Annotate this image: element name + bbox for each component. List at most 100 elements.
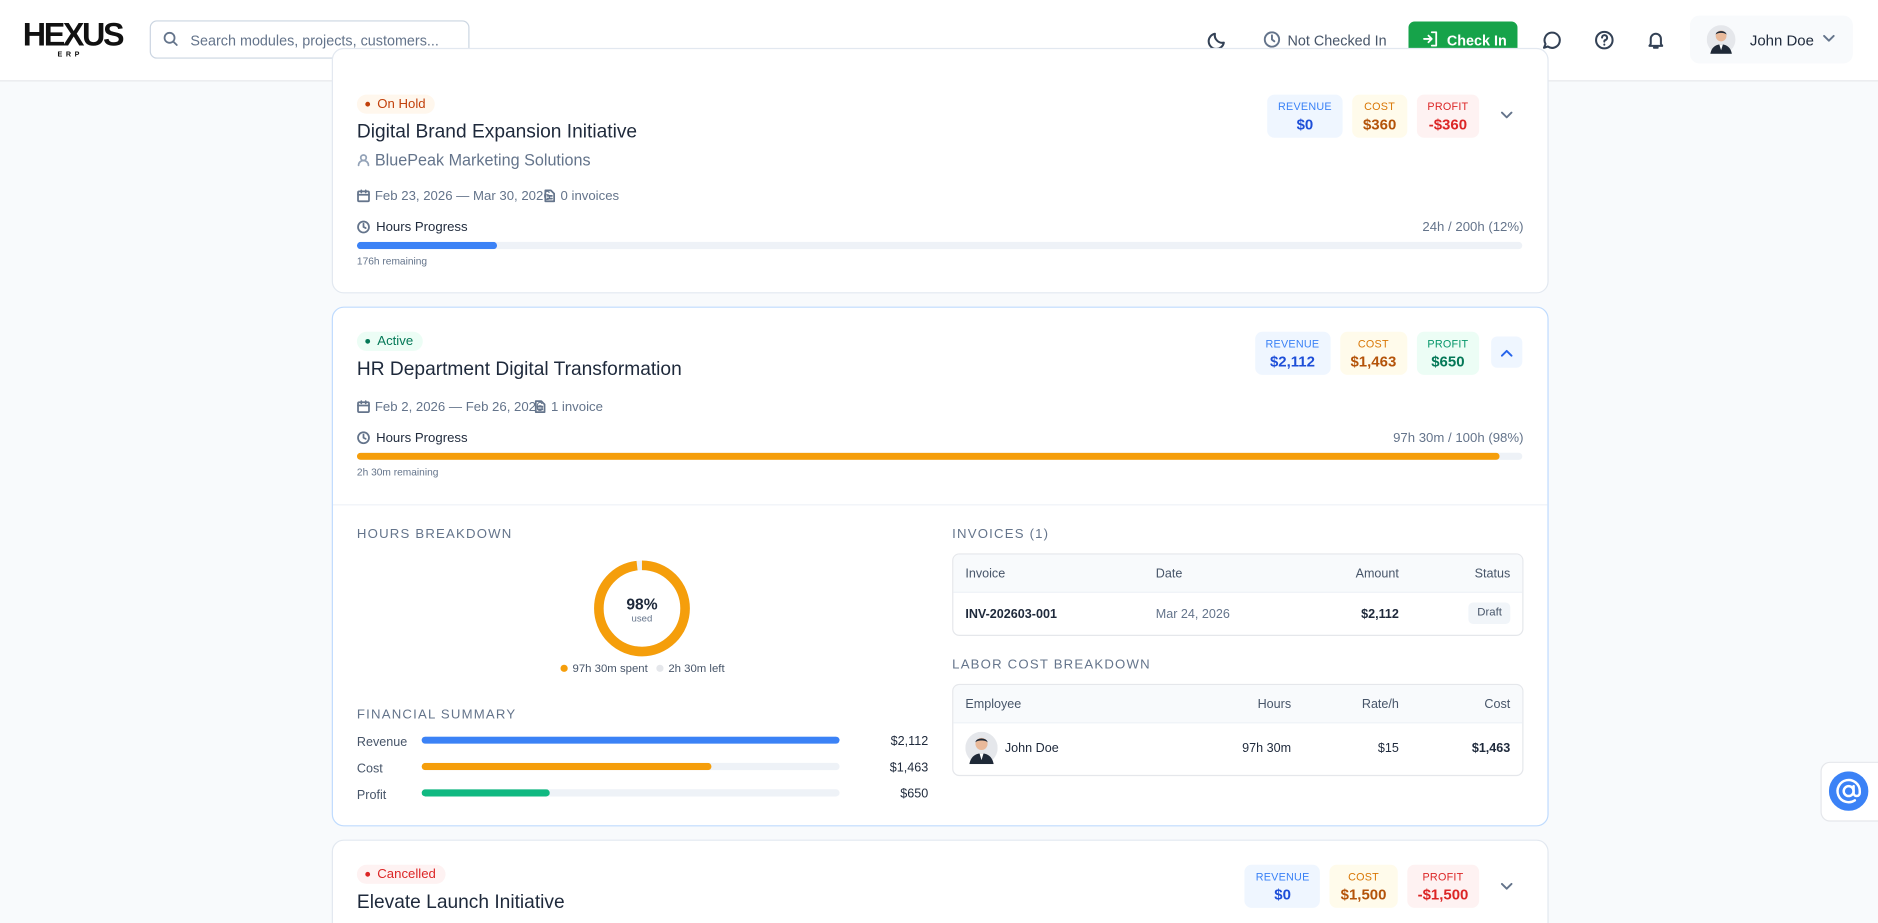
employee-hours: 97h 30m bbox=[1242, 741, 1292, 756]
metric-label: COST bbox=[1348, 870, 1380, 883]
metric-label: COST bbox=[1364, 100, 1396, 112]
invoice-date: Mar 24, 2026 bbox=[1155, 607, 1230, 622]
revenue-badge: REVENUE $0 bbox=[1267, 94, 1343, 138]
table-header bbox=[953, 685, 1523, 724]
section-title: FINANCIAL SUMMARY bbox=[356, 707, 517, 723]
column-header: Cost bbox=[1484, 697, 1511, 712]
metric-label: REVENUE bbox=[1255, 870, 1310, 883]
mention-button[interactable] bbox=[1828, 771, 1869, 811]
legend-swatch bbox=[656, 664, 664, 672]
profit-badge: PROFIT -$360 bbox=[1416, 94, 1480, 138]
notifications-icon[interactable] bbox=[1646, 30, 1666, 50]
fin-label: Cost bbox=[356, 761, 383, 777]
revenue-badge: REVENUE $2,112 bbox=[1254, 331, 1331, 375]
user-chevron bbox=[1823, 34, 1835, 42]
column-header: Hours bbox=[1257, 697, 1292, 712]
profit-badge: PROFIT $650 bbox=[1416, 331, 1480, 375]
metric-value: -$1,500 bbox=[1417, 885, 1469, 903]
metrics: REVENUE $2,112 COST $1,463 PROFIT $650 bbox=[1254, 331, 1480, 375]
fin-bar bbox=[421, 762, 712, 771]
user-name[interactable]: John Doe bbox=[1749, 32, 1814, 50]
fin-track bbox=[421, 789, 840, 797]
donut-caption: used bbox=[631, 613, 653, 625]
project-card[interactable]: Active HR Department Digital Transformat… bbox=[331, 306, 1549, 827]
metric-label: PROFIT bbox=[1427, 100, 1469, 112]
invoice-icon bbox=[544, 189, 556, 203]
messages-icon[interactable] bbox=[1541, 30, 1561, 50]
logo-sub: ERP bbox=[57, 51, 84, 59]
progress-track bbox=[356, 241, 1523, 250]
donut-arc bbox=[594, 560, 690, 657]
cost-badge: COST $1,463 bbox=[1339, 331, 1408, 375]
legend-left: 2h 30m left bbox=[668, 662, 725, 676]
section-title: HOURS BREAKDOWN bbox=[356, 526, 513, 542]
calendar-icon bbox=[357, 400, 370, 413]
hours-label: Hours Progress bbox=[376, 431, 468, 446]
metric-label: COST bbox=[1357, 337, 1389, 350]
employee-avatar bbox=[965, 731, 998, 765]
fin-bar bbox=[421, 736, 840, 744]
profit-badge: PROFIT -$1,500 bbox=[1406, 864, 1480, 908]
fin-value: $2,112 bbox=[890, 734, 929, 749]
employee-rate: $15 bbox=[1377, 741, 1399, 756]
column-header: Date bbox=[1155, 566, 1183, 581]
project-title: HR Department Digital Transformation bbox=[356, 359, 682, 380]
metric-label: REVENUE bbox=[1278, 100, 1332, 112]
section-title: INVOICES (1) bbox=[952, 526, 1050, 542]
metric-value: $2,112 bbox=[1269, 352, 1315, 370]
status-pill: Cancelled bbox=[356, 864, 446, 884]
employee-name: John Doe bbox=[1004, 741, 1059, 756]
hours-remaining: 2h 30m remaining bbox=[356, 465, 439, 478]
revenue-badge: REVENUE $0 bbox=[1244, 864, 1321, 908]
check-in-label[interactable]: Check In bbox=[1446, 32, 1507, 50]
column-header: Amount bbox=[1355, 566, 1399, 581]
client-icon bbox=[357, 154, 370, 167]
expand-button[interactable] bbox=[1500, 882, 1513, 891]
invoice-number[interactable]: INV-202603-001 bbox=[965, 607, 1057, 622]
column-header: Employee bbox=[965, 697, 1022, 712]
hours-summary: 24h / 200h (12%) bbox=[1422, 220, 1524, 235]
metric-value: $0 bbox=[1274, 885, 1291, 903]
legend-swatch bbox=[560, 664, 568, 672]
metric-value: -$360 bbox=[1428, 115, 1468, 133]
metrics: REVENUE $0 COST $360 PROFIT -$360 bbox=[1267, 94, 1480, 138]
check-status: Not Checked In bbox=[1287, 32, 1387, 50]
user-avatar bbox=[1706, 25, 1736, 54]
hours-summary: 97h 30m / 100h (98%) bbox=[1393, 431, 1524, 446]
metric-value: $1,500 bbox=[1340, 885, 1387, 903]
fin-track bbox=[421, 762, 840, 771]
clock-icon bbox=[1263, 31, 1281, 48]
project-card[interactable]: Cancelled Elevate Launch Initiative REVE… bbox=[331, 839, 1549, 923]
legend-spent: 97h 30m spent bbox=[572, 662, 648, 676]
client-name: BluePeak Marketing Solutions bbox=[374, 150, 591, 169]
dates: Feb 23, 2026 — Mar 30, 2026 bbox=[374, 189, 551, 204]
help-icon[interactable] bbox=[1594, 30, 1614, 50]
fin-track bbox=[421, 736, 840, 744]
clock-icon bbox=[357, 431, 370, 445]
invoice-status: Draft bbox=[1468, 602, 1511, 624]
status-pill: Active bbox=[356, 331, 423, 351]
donut-chart bbox=[594, 560, 690, 657]
invoice-amount: $2,112 bbox=[1361, 607, 1399, 622]
column-header: Status bbox=[1474, 566, 1511, 581]
donut-percent: 98% bbox=[626, 595, 658, 614]
section-title: LABOR COST BREAKDOWN bbox=[952, 657, 1151, 672]
expand-button[interactable] bbox=[1500, 111, 1513, 119]
project-card[interactable]: On Hold Digital Brand Expansion Initiati… bbox=[331, 47, 1549, 294]
metric-value: $0 bbox=[1296, 115, 1314, 133]
project-title: Elevate Launch Initiative bbox=[356, 892, 565, 913]
progress-track bbox=[356, 452, 1523, 460]
search-placeholder: Search modules, projects, customers... bbox=[190, 32, 439, 50]
dates: Feb 2, 2026 — Feb 26, 2026 bbox=[374, 400, 544, 415]
invoice-table: Invoice Date Amount Status INV-202603-00… bbox=[952, 553, 1524, 636]
logo[interactable]: HEXUS bbox=[22, 16, 125, 53]
clock-icon bbox=[357, 220, 370, 234]
hours-label: Hours Progress bbox=[376, 220, 468, 235]
column-header: Rate/h bbox=[1361, 697, 1399, 712]
metric-value: $1,463 bbox=[1350, 352, 1397, 370]
project-title: Digital Brand Expansion Initiative bbox=[356, 122, 638, 143]
search-icon bbox=[163, 31, 178, 46]
invoice-icon bbox=[534, 400, 546, 413]
